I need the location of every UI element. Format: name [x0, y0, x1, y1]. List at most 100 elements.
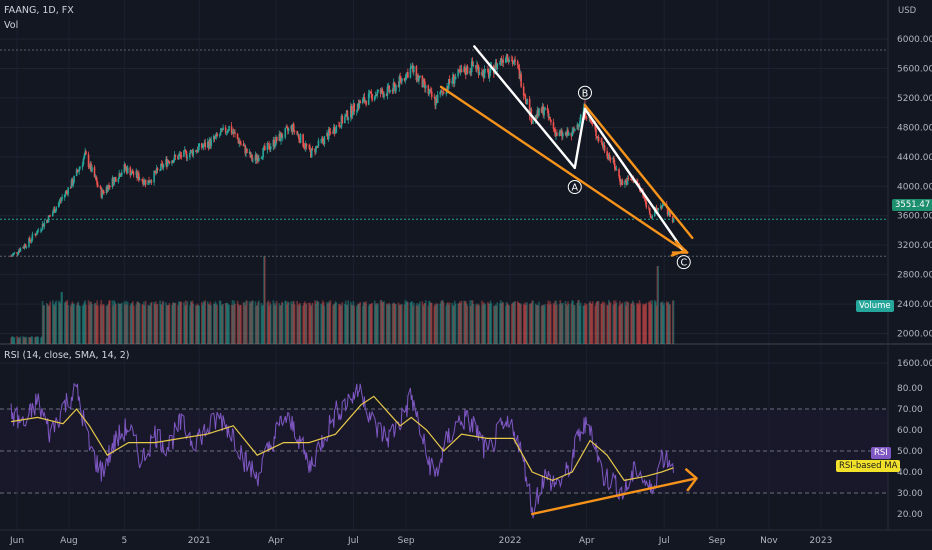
candle-body — [106, 187, 109, 192]
volume-bar — [78, 305, 80, 344]
volume-bar — [608, 301, 611, 344]
candle-body — [454, 76, 457, 80]
volume-bar — [484, 304, 487, 344]
volume-bar — [579, 305, 581, 344]
candle-body — [375, 94, 378, 96]
volume-bar — [642, 303, 644, 344]
candle-body — [553, 128, 556, 130]
volume-bar — [13, 337, 16, 344]
candle-body — [585, 115, 587, 118]
candle-body — [112, 178, 115, 185]
rsi-arrowhead — [684, 467, 698, 492]
volume-bar — [155, 301, 157, 344]
candle-body — [195, 150, 198, 152]
candle-body — [60, 199, 63, 201]
price-tick-label: 2800.00 — [897, 271, 932, 281]
wave-line — [473, 45, 576, 170]
candle-body — [561, 130, 563, 137]
rsi-header[interactable]: RSI (14, close, SMA, 14, 2) — [4, 350, 130, 361]
volume-bar — [561, 304, 563, 344]
candle-body — [148, 180, 150, 183]
volume-bar — [499, 303, 501, 344]
candle-body — [550, 119, 552, 123]
volume-bar — [58, 301, 61, 344]
candle-body — [656, 209, 659, 211]
volume-bar — [168, 303, 171, 344]
volume-bar — [406, 301, 408, 344]
candle-body — [590, 120, 592, 123]
volume-bar — [178, 301, 180, 344]
volume-bar — [374, 304, 377, 344]
volume-bar — [591, 301, 594, 344]
volume-bar — [495, 305, 498, 344]
volume-bar — [183, 305, 186, 344]
candle-body — [435, 98, 437, 106]
candle-body — [382, 92, 384, 98]
volume-bar — [305, 303, 308, 344]
volume-bar — [559, 300, 562, 344]
volume-bar — [252, 300, 254, 344]
candle-body — [309, 146, 311, 150]
candle-body — [381, 89, 384, 93]
volume-bar — [160, 304, 163, 344]
candle-body — [657, 208, 660, 211]
candle-body — [532, 120, 534, 124]
volume-bar — [18, 337, 21, 344]
candle-body — [554, 129, 556, 136]
candle-body — [642, 195, 645, 199]
candle-body — [155, 172, 157, 174]
candle-body — [643, 198, 646, 200]
candle-body — [239, 141, 241, 144]
candle-body — [269, 146, 272, 150]
candle-body — [488, 72, 491, 78]
volume-bar — [248, 301, 251, 344]
volume-bar — [296, 301, 298, 344]
candle-body — [613, 157, 615, 164]
symbol-header[interactable]: FAANG, 1D, FX — [4, 5, 74, 16]
rsi-ma-line — [11, 395, 674, 482]
candle-body — [233, 132, 235, 134]
candle-body — [293, 130, 296, 132]
volume-bar — [95, 305, 98, 344]
candle-body — [531, 122, 533, 124]
volume-bar — [298, 302, 301, 344]
volume-bar — [424, 302, 426, 344]
candle-body — [346, 110, 349, 120]
candle-body — [162, 164, 165, 168]
volume-bar — [17, 337, 19, 344]
candle-body — [566, 130, 568, 136]
candle-body — [650, 217, 653, 219]
volume-bar — [391, 304, 394, 344]
volume-bar — [59, 303, 62, 344]
volume-bar — [530, 303, 533, 344]
candle-body — [315, 146, 317, 153]
candle-body — [327, 133, 329, 140]
candle-body — [500, 58, 503, 63]
candle-body — [659, 205, 662, 209]
candle-body — [137, 173, 140, 181]
candle-body — [12, 253, 15, 255]
volume-bar — [338, 304, 340, 344]
candle-body — [297, 134, 299, 136]
volume-bar — [281, 302, 284, 344]
volume-bar — [355, 305, 358, 344]
candle-body — [260, 157, 263, 159]
volume-bar — [82, 304, 85, 344]
volume-bar — [525, 305, 528, 344]
candle-body — [17, 253, 19, 255]
candle-body — [528, 98, 531, 116]
price-tick-label: 4000.00 — [897, 182, 932, 192]
volume-bar — [535, 305, 538, 344]
volume-bar — [117, 302, 120, 344]
candle-body — [245, 148, 247, 154]
volume-bar — [661, 301, 664, 344]
volume-bar — [620, 303, 623, 344]
volume-bar — [662, 304, 665, 344]
candle-body — [109, 185, 111, 188]
candle-body — [465, 66, 468, 75]
volume-bar — [487, 301, 489, 344]
candle-body — [397, 85, 400, 88]
volume-bar — [381, 302, 384, 344]
vol-label[interactable]: Vol — [4, 20, 19, 31]
candle-body — [571, 131, 574, 137]
